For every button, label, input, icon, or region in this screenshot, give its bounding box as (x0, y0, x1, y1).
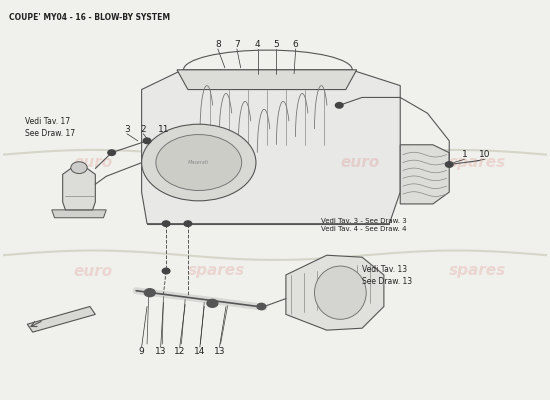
Text: 8: 8 (215, 40, 221, 49)
Circle shape (257, 303, 266, 310)
Text: 5: 5 (273, 40, 279, 49)
Text: 10: 10 (479, 150, 491, 159)
Text: euro: euro (340, 155, 379, 170)
Circle shape (162, 268, 170, 274)
Text: 4: 4 (255, 40, 260, 49)
Polygon shape (52, 210, 106, 218)
Text: COUPE' MY04 - 16 - BLOW-BY SYSTEM: COUPE' MY04 - 16 - BLOW-BY SYSTEM (9, 13, 170, 22)
Text: 3: 3 (124, 124, 130, 134)
Text: 12: 12 (174, 347, 185, 356)
Text: 7: 7 (234, 40, 240, 49)
Circle shape (143, 138, 151, 144)
Text: spares: spares (188, 155, 245, 170)
Text: euro: euro (74, 155, 113, 170)
Circle shape (207, 299, 218, 307)
Text: 14: 14 (194, 347, 206, 356)
Polygon shape (141, 70, 400, 224)
Text: Maserati: Maserati (188, 160, 210, 165)
Circle shape (336, 102, 343, 108)
Text: 13: 13 (214, 347, 225, 356)
Text: spares: spares (449, 264, 507, 278)
Text: euro: euro (340, 264, 379, 278)
Polygon shape (400, 145, 449, 204)
Ellipse shape (156, 134, 241, 190)
Polygon shape (177, 70, 356, 90)
Text: Vedi Tav. 13
See Draw. 13: Vedi Tav. 13 See Draw. 13 (362, 265, 412, 286)
Circle shape (446, 162, 453, 167)
Text: euro: euro (74, 264, 113, 278)
Text: 1: 1 (461, 150, 468, 159)
Polygon shape (286, 255, 384, 330)
Text: spares: spares (188, 264, 245, 278)
Circle shape (71, 162, 87, 174)
Polygon shape (63, 168, 95, 210)
Circle shape (184, 221, 192, 226)
Polygon shape (28, 306, 95, 332)
Text: 6: 6 (293, 40, 299, 49)
Text: Vedi Tav. 17
See Draw. 17: Vedi Tav. 17 See Draw. 17 (25, 117, 75, 138)
Text: 13: 13 (155, 347, 167, 356)
Circle shape (162, 221, 170, 226)
Text: spares: spares (449, 155, 507, 170)
Circle shape (108, 150, 115, 156)
Circle shape (144, 289, 155, 297)
Text: 11: 11 (158, 124, 169, 134)
Text: 9: 9 (139, 347, 145, 356)
Text: Vedi Tav. 3 - See Draw. 3
Vedi Tav. 4 - See Draw. 4: Vedi Tav. 3 - See Draw. 3 Vedi Tav. 4 - … (321, 218, 407, 232)
Ellipse shape (141, 124, 256, 201)
Ellipse shape (315, 266, 366, 319)
Text: 2: 2 (140, 124, 146, 134)
